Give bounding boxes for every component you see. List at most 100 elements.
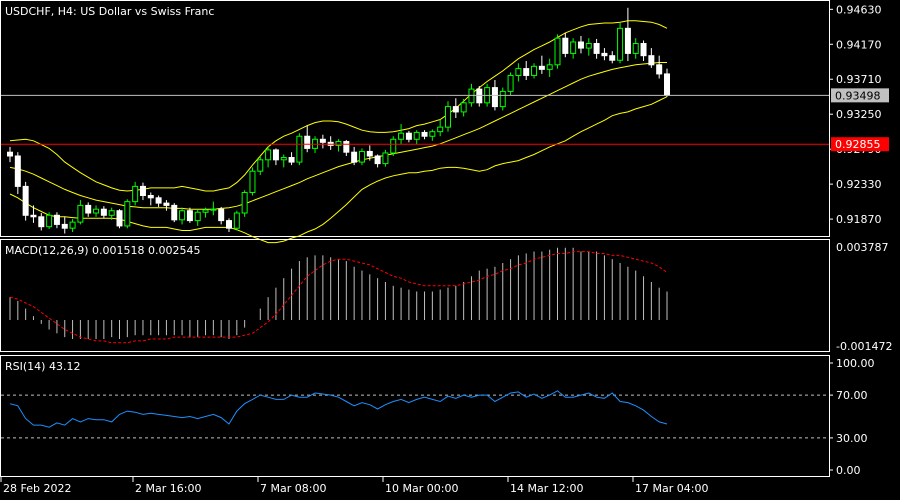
candle[interactable] bbox=[570, 38, 577, 59]
candle[interactable] bbox=[46, 212, 53, 229]
candle[interactable] bbox=[382, 149, 389, 167]
candle[interactable] bbox=[656, 55, 663, 79]
candle-body bbox=[538, 65, 545, 70]
candle[interactable] bbox=[632, 38, 639, 59]
candle[interactable] bbox=[69, 219, 76, 232]
candle[interactable] bbox=[38, 213, 45, 231]
candle[interactable] bbox=[343, 140, 350, 156]
candle[interactable] bbox=[304, 125, 311, 153]
candle[interactable] bbox=[523, 61, 530, 80]
candle[interactable] bbox=[593, 38, 600, 59]
candle[interactable] bbox=[445, 101, 451, 132]
candle[interactable] bbox=[585, 38, 592, 56]
candle[interactable] bbox=[249, 167, 256, 196]
candle[interactable] bbox=[288, 152, 295, 166]
candle[interactable] bbox=[499, 87, 506, 111]
candle[interactable] bbox=[374, 154, 381, 168]
candle[interactable] bbox=[405, 130, 412, 143]
candle[interactable] bbox=[210, 201, 217, 216]
candle[interactable] bbox=[609, 51, 616, 64]
candle[interactable] bbox=[280, 154, 287, 168]
candle[interactable] bbox=[617, 23, 624, 64]
candle[interactable] bbox=[14, 152, 21, 194]
candle[interactable] bbox=[531, 63, 538, 79]
candle[interactable] bbox=[319, 134, 326, 149]
candle[interactable] bbox=[562, 32, 569, 58]
candle[interactable] bbox=[358, 148, 365, 166]
candle[interactable] bbox=[460, 99, 467, 117]
candle[interactable] bbox=[624, 7, 631, 61]
candle[interactable] bbox=[546, 58, 553, 77]
macd-panel[interactable]: MACD(12,26,9) 0.001518 0.002545 0.003787… bbox=[0, 239, 893, 354]
candle[interactable] bbox=[429, 129, 436, 141]
candle-body bbox=[640, 43, 647, 57]
candle[interactable] bbox=[218, 206, 225, 225]
current-price-label: 0.93498 bbox=[835, 89, 881, 102]
candle[interactable] bbox=[648, 48, 655, 68]
candle[interactable] bbox=[132, 181, 139, 206]
candle[interactable] bbox=[351, 146, 358, 166]
candle[interactable] bbox=[515, 63, 522, 82]
time-axis[interactable]: 28 Feb 2022 2 Mar 16:00 7 Mar 08:00 10 Mar … bbox=[0, 477, 708, 495]
candle[interactable] bbox=[476, 86, 483, 107]
candle[interactable] bbox=[233, 210, 240, 231]
candle-body bbox=[132, 185, 139, 203]
candle[interactable] bbox=[77, 200, 84, 225]
candle[interactable] bbox=[265, 146, 272, 168]
rsi-panel[interactable]: RSI(14) 43.12 100.00 70.00 30.00 0.00 bbox=[0, 355, 875, 478]
candle[interactable] bbox=[577, 35, 584, 54]
candle[interactable] bbox=[437, 119, 444, 137]
candle-body bbox=[577, 41, 584, 49]
candle[interactable] bbox=[507, 72, 514, 96]
candle[interactable] bbox=[147, 192, 154, 206]
price-panel[interactable]: USDCHF, H4: US Dollar vs Swiss Franc bbox=[0, 0, 830, 244]
candle[interactable] bbox=[226, 218, 232, 232]
candle-body bbox=[609, 55, 616, 61]
candle[interactable] bbox=[186, 207, 193, 223]
rsi-level-lines bbox=[1, 394, 829, 439]
candle[interactable] bbox=[85, 202, 92, 217]
candles[interactable] bbox=[7, 7, 670, 234]
macd-histogram bbox=[9, 247, 668, 340]
candle[interactable] bbox=[22, 181, 29, 221]
candle[interactable] bbox=[202, 207, 209, 218]
candle[interactable] bbox=[452, 98, 459, 118]
candle[interactable] bbox=[554, 34, 561, 69]
candle-body bbox=[648, 55, 655, 66]
candle[interactable] bbox=[30, 205, 37, 223]
candle[interactable] bbox=[538, 55, 545, 74]
candle[interactable] bbox=[116, 209, 123, 229]
candle[interactable] bbox=[61, 216, 68, 234]
candle-body bbox=[155, 197, 162, 204]
candle[interactable] bbox=[335, 139, 342, 152]
candle[interactable] bbox=[179, 207, 186, 225]
candle[interactable] bbox=[257, 156, 264, 175]
candle[interactable] bbox=[640, 40, 647, 61]
candle[interactable] bbox=[390, 136, 397, 156]
candle[interactable] bbox=[7, 146, 13, 163]
candle[interactable] bbox=[413, 130, 420, 145]
candle[interactable] bbox=[100, 206, 107, 219]
candle[interactable] bbox=[171, 203, 178, 223]
candle[interactable] bbox=[124, 199, 131, 229]
price-axis[interactable]: 0.946300.941700.937100.932500.927900.923… bbox=[829, 3, 889, 226]
macd-min-label: -0.001472 bbox=[836, 340, 892, 353]
price-tick-label: 0.94630 bbox=[836, 3, 882, 16]
candle[interactable] bbox=[296, 133, 303, 166]
candle[interactable] bbox=[366, 145, 373, 161]
rsi-label: RSI(14) 43.12 bbox=[5, 360, 80, 373]
candle-body bbox=[366, 150, 373, 157]
candle[interactable] bbox=[194, 209, 201, 226]
candle[interactable] bbox=[398, 124, 405, 145]
candle[interactable] bbox=[155, 195, 162, 207]
candle[interactable] bbox=[601, 48, 608, 61]
candle[interactable] bbox=[272, 148, 279, 166]
candle[interactable] bbox=[53, 212, 60, 229]
candle[interactable] bbox=[93, 205, 100, 217]
candle[interactable] bbox=[241, 190, 248, 217]
candle[interactable] bbox=[139, 182, 146, 201]
candle[interactable] bbox=[108, 207, 115, 220]
candle[interactable] bbox=[163, 200, 170, 211]
candle[interactable] bbox=[421, 130, 428, 140]
